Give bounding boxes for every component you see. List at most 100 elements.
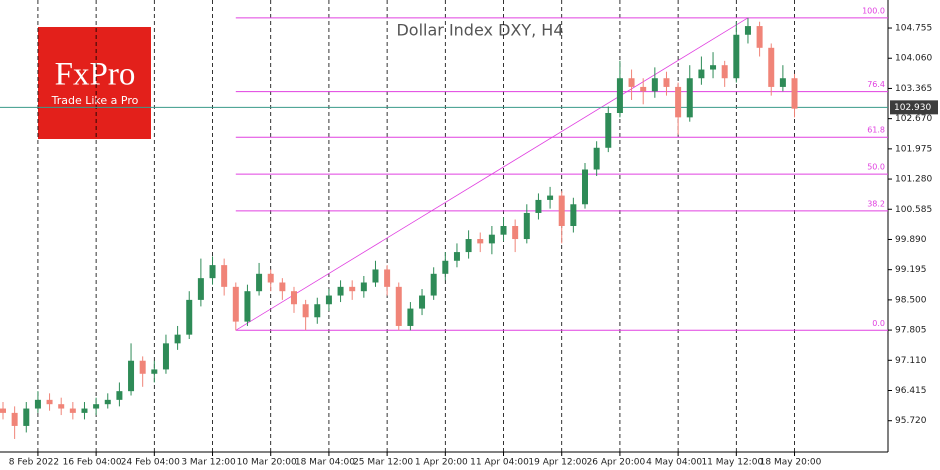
candle-body bbox=[582, 169, 588, 205]
candle bbox=[663, 71, 670, 96]
candle bbox=[349, 280, 356, 300]
candle bbox=[34, 391, 41, 413]
candle bbox=[302, 299, 309, 331]
candle bbox=[442, 252, 449, 281]
y-tick-label: 103.365 bbox=[895, 84, 932, 94]
x-tick-label: 18 Mar 04:00 bbox=[295, 458, 355, 468]
current-price-label: 102.930 bbox=[894, 103, 931, 113]
candle bbox=[0, 402, 6, 420]
candle-body bbox=[104, 399, 111, 405]
candle-body bbox=[256, 273, 263, 292]
candle bbox=[93, 397, 100, 416]
candle-body bbox=[139, 360, 146, 374]
candle bbox=[686, 65, 693, 122]
candle bbox=[791, 73, 798, 118]
x-tick-label: 24 Feb 04:00 bbox=[121, 458, 180, 468]
candle-body bbox=[651, 78, 658, 92]
candle bbox=[640, 78, 647, 105]
y-tick-label: 102.670 bbox=[895, 114, 932, 124]
candle-body bbox=[663, 78, 670, 87]
candle-body bbox=[488, 234, 495, 244]
candle-body bbox=[291, 291, 297, 305]
candle bbox=[570, 197, 577, 233]
candle-body bbox=[512, 226, 519, 240]
candle-body bbox=[570, 204, 577, 226]
candle-body bbox=[616, 78, 623, 113]
candle bbox=[651, 67, 658, 98]
x-tick-label: 3 Mar 12:00 bbox=[181, 458, 236, 468]
candle bbox=[710, 52, 717, 79]
candle-body bbox=[733, 34, 740, 79]
candle-body bbox=[209, 265, 216, 279]
candle-body bbox=[186, 299, 193, 335]
y-tick-label: 104.755 bbox=[895, 24, 932, 34]
candle bbox=[267, 269, 274, 292]
candle-body bbox=[721, 65, 728, 79]
candle bbox=[337, 280, 344, 303]
candle bbox=[11, 406, 18, 439]
candle bbox=[500, 217, 507, 242]
candle-body bbox=[69, 408, 76, 413]
candle bbox=[174, 325, 181, 350]
candle bbox=[675, 82, 682, 135]
candle-body bbox=[0, 408, 6, 413]
candle bbox=[139, 356, 146, 387]
candle bbox=[547, 186, 554, 209]
candle-body bbox=[302, 304, 309, 318]
fib-trend-line bbox=[235, 17, 749, 331]
candle bbox=[721, 60, 728, 87]
candle-body bbox=[151, 369, 158, 374]
candle bbox=[419, 289, 426, 316]
candle bbox=[291, 286, 297, 313]
candle bbox=[488, 226, 495, 255]
candle bbox=[104, 393, 111, 409]
candle bbox=[616, 60, 623, 118]
candle bbox=[768, 43, 775, 96]
x-tick-label: 4 May 04:00 bbox=[646, 458, 702, 468]
candle bbox=[453, 243, 460, 268]
candle bbox=[314, 297, 321, 324]
candle-body bbox=[34, 399, 41, 409]
candle-body bbox=[349, 286, 356, 292]
candle-body bbox=[442, 260, 449, 274]
candle-body bbox=[744, 26, 751, 35]
candle bbox=[209, 256, 216, 285]
candle-body bbox=[93, 404, 100, 409]
candle-body bbox=[628, 78, 635, 87]
candle bbox=[779, 65, 786, 92]
candle bbox=[430, 267, 437, 300]
candle-body bbox=[686, 78, 693, 118]
candle-body bbox=[337, 286, 344, 296]
candle bbox=[58, 397, 65, 416]
candle-body bbox=[675, 86, 682, 118]
candle bbox=[69, 402, 76, 420]
candle-body bbox=[360, 282, 367, 292]
candle bbox=[244, 284, 251, 326]
candle bbox=[558, 191, 565, 244]
x-tick-label: 10 Mar 20:00 bbox=[237, 458, 297, 468]
fib-level-label: 61.8 bbox=[867, 126, 885, 135]
candle-body bbox=[768, 47, 775, 87]
candle-body bbox=[162, 343, 169, 370]
logo-box bbox=[38, 27, 151, 139]
candle-body bbox=[384, 269, 391, 287]
y-tick-label: 104.060 bbox=[895, 54, 932, 64]
candle-body bbox=[407, 308, 414, 326]
candle bbox=[733, 21, 740, 83]
candle bbox=[395, 282, 402, 331]
fib-level-label: 0.0 bbox=[872, 319, 885, 328]
candle bbox=[221, 258, 228, 296]
y-tick-label: 101.975 bbox=[895, 144, 932, 154]
candle bbox=[23, 402, 30, 433]
candle-body bbox=[640, 86, 647, 92]
candle-body bbox=[174, 334, 181, 344]
y-tick-label: 96.415 bbox=[895, 386, 927, 396]
candle bbox=[372, 260, 379, 287]
candle-body bbox=[372, 269, 379, 283]
candle bbox=[232, 282, 239, 331]
x-tick-label: 19 Apr 12:00 bbox=[528, 458, 587, 468]
candle bbox=[465, 230, 472, 259]
y-tick-label: 99.195 bbox=[895, 265, 927, 275]
candle bbox=[256, 262, 263, 296]
